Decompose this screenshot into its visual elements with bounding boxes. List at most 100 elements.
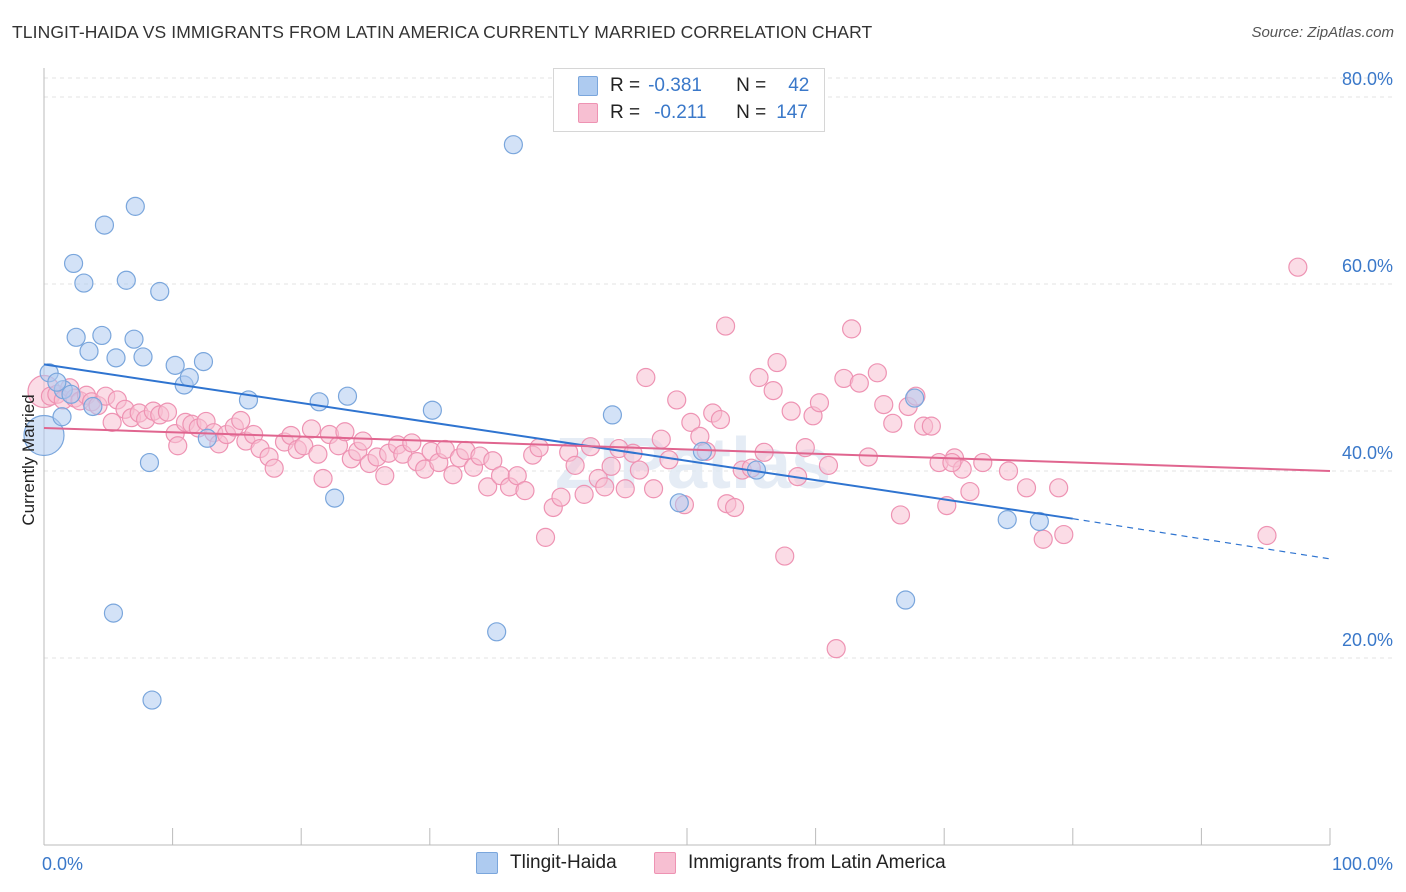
data-point <box>337 386 358 406</box>
data-point <box>124 329 144 349</box>
data-point <box>565 455 585 475</box>
x-tick-labels: 0.0% 100.0% <box>42 854 1393 874</box>
source-label: Source: ZipAtlas.com <box>1251 24 1394 41</box>
data-point <box>960 481 980 502</box>
data-point <box>102 412 122 432</box>
legend-r-label: R = <box>610 75 641 96</box>
data-point <box>422 400 442 420</box>
data-point <box>681 412 701 432</box>
data-point <box>103 603 124 623</box>
data-point <box>325 488 345 508</box>
data-point <box>47 372 67 392</box>
data-point <box>443 465 463 485</box>
data-point <box>92 325 112 346</box>
data-point <box>515 481 535 501</box>
series-legend: Tlingit-Haida Immigrants from Latin Amer… <box>0 852 1406 878</box>
trend-line-immigrants <box>43 426 1331 472</box>
data-point <box>1054 524 1074 545</box>
data-point <box>197 428 217 448</box>
legend-item-tlingit[interactable]: Tlingit-Haida <box>476 852 617 874</box>
data-point <box>74 273 94 293</box>
data-point <box>643 479 664 499</box>
legend-item-immigrants[interactable]: Immigrants from Latin America <box>654 852 946 874</box>
legend-swatch-pink <box>578 103 598 123</box>
data-point <box>168 436 188 456</box>
trend-lines <box>43 363 1331 560</box>
legend-r-value: -0.211 <box>654 102 707 123</box>
data-point <box>667 390 687 410</box>
data-point <box>874 395 894 415</box>
trend-line-tlingit <box>43 363 1073 520</box>
data-point <box>264 458 284 478</box>
legend-n-value: 42 <box>788 75 810 96</box>
data-point <box>1016 478 1037 498</box>
data-point <box>890 505 911 525</box>
data-point <box>157 402 178 422</box>
data-point <box>692 441 713 461</box>
legend-label: Immigrants from Latin America <box>688 852 946 873</box>
data-point <box>23 414 65 457</box>
legend-swatch-blue <box>578 76 598 96</box>
x-tick-label: 0.0% <box>42 854 83 874</box>
legend-swatch-blue <box>476 852 498 874</box>
trend-line-tlingit-extension <box>1072 518 1331 560</box>
data-point <box>301 419 322 439</box>
y-axis-label: Currently Married <box>19 394 38 525</box>
data-point <box>1257 525 1277 546</box>
series-immigrants-points <box>27 257 1308 659</box>
data-point <box>79 341 99 361</box>
data-point <box>602 405 623 425</box>
data-point <box>749 367 769 388</box>
data-point <box>353 431 373 451</box>
chart-title: TLINGIT-HAIDA VS IMMIGRANTS FROM LATIN A… <box>12 22 873 42</box>
data-point <box>94 215 115 235</box>
data-point <box>503 135 523 155</box>
data-point <box>795 438 815 458</box>
data-point <box>896 590 916 610</box>
data-point <box>867 363 887 383</box>
data-point <box>842 319 862 339</box>
data-point <box>615 479 635 499</box>
data-point <box>375 466 395 486</box>
data-point <box>309 392 329 412</box>
data-point <box>1033 529 1053 549</box>
axes <box>43 68 1331 846</box>
y-tick-label: 60.0% <box>1342 256 1393 276</box>
data-point <box>942 452 962 473</box>
legend-row-immigrants: R = -0.211 N = 147 <box>578 101 808 125</box>
y-tick-label: 40.0% <box>1342 443 1393 463</box>
data-point <box>595 477 615 497</box>
data-point <box>507 466 527 486</box>
data-point <box>483 451 503 471</box>
data-point <box>402 433 422 453</box>
data-point <box>858 447 878 467</box>
data-point <box>193 352 214 372</box>
data-point <box>52 407 72 427</box>
data-point <box>478 477 498 497</box>
data-point <box>809 393 830 413</box>
y-tick-label: 80.0% <box>1342 69 1393 89</box>
data-point <box>66 327 86 347</box>
legend-r-value: -0.381 <box>648 75 702 96</box>
data-point <box>574 484 594 504</box>
data-point <box>763 380 783 401</box>
data-point <box>231 410 251 431</box>
data-point <box>636 367 656 388</box>
data-point <box>818 455 839 475</box>
data-point <box>724 497 745 518</box>
data-point <box>63 253 84 274</box>
y-tick-label: 20.0% <box>1342 630 1393 650</box>
data-point <box>826 639 846 659</box>
data-point <box>781 401 801 421</box>
data-point <box>1029 511 1049 532</box>
data-point <box>551 487 571 507</box>
data-point <box>669 493 689 513</box>
grid-lines <box>44 77 1392 659</box>
legend-n-value: 147 <box>776 102 808 123</box>
data-point <box>629 460 650 480</box>
legend-r-label: R = <box>610 102 641 123</box>
data-point <box>715 316 736 336</box>
legend-swatch-pink <box>654 852 676 874</box>
data-point <box>313 468 333 489</box>
data-point <box>1049 478 1069 498</box>
